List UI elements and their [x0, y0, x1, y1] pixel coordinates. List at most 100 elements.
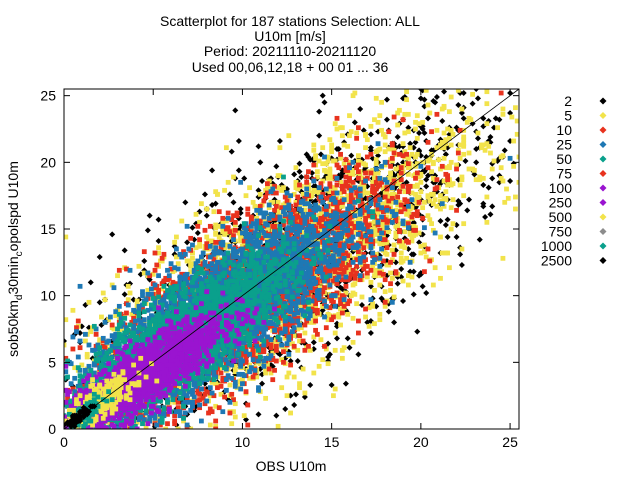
scatter-point-5: [414, 151, 420, 157]
scatter-point-2: [407, 140, 414, 147]
scatter-point-10: [272, 367, 277, 373]
scatter-point-5: [225, 179, 231, 185]
scatter-point-5: [420, 205, 426, 211]
scatter-point-5: [447, 109, 452, 115]
scatter-point-2: [480, 115, 487, 122]
scatter-point-2: [453, 234, 460, 240]
scatter-point-10: [354, 135, 360, 141]
scatter-point-2: [155, 216, 162, 223]
scatter-point-2: [294, 358, 301, 364]
scatter-point-5: [275, 423, 281, 429]
scatter-point-10: [338, 151, 343, 157]
scatter-point-10: [152, 250, 158, 256]
scatter-point-5: [363, 145, 368, 151]
scatter-point-2: [87, 279, 94, 286]
scatter-point-2: [462, 158, 469, 164]
scatter-point-5: [243, 193, 249, 199]
scatter-point-2: [482, 214, 489, 220]
scatter-point-10: [265, 181, 270, 187]
scatter-point-10: [93, 331, 99, 337]
scatter-point-2: [316, 108, 323, 115]
scatter-point-5: [198, 201, 204, 207]
scatter-point-5: [418, 189, 424, 195]
scatter-point-2: [501, 147, 508, 154]
scatter-point-10: [400, 183, 406, 189]
scatter-point-5: [341, 142, 347, 148]
scatter-point-5: [232, 414, 238, 420]
scatter-point-5: [325, 361, 331, 367]
scatter-point-5: [345, 311, 351, 317]
scatter-point-5: [429, 221, 434, 227]
scatter-point-5: [438, 234, 443, 240]
scatter-point-5: [425, 193, 431, 199]
scatter-point-2: [383, 116, 390, 123]
scatter-point-5: [377, 282, 383, 288]
scatter-point-10: [397, 238, 402, 244]
scatter-point-5: [339, 347, 345, 353]
scatter-point-5: [502, 199, 508, 205]
scatter-point-5: [102, 297, 108, 303]
scatter-point-5: [174, 234, 179, 240]
scatter-point-5: [222, 187, 227, 193]
scatter-point-2: [155, 238, 162, 244]
scatter-point-5: [511, 163, 517, 169]
scatter-point-10: [356, 175, 361, 181]
scatter-point-10: [341, 189, 347, 195]
scatter-point-10: [270, 377, 276, 383]
scatter-point-5: [204, 234, 210, 240]
scatter-point-5: [471, 167, 477, 173]
scatter-point-5: [448, 205, 454, 211]
scatter-point-5: [384, 251, 390, 257]
scatter-point-5: [363, 131, 368, 137]
scatter-point-5: [291, 374, 297, 380]
scatter-point-5: [363, 314, 368, 320]
scatter-point-5: [461, 193, 467, 199]
scatter-point-5: [447, 265, 452, 271]
scatter-point-2: [259, 380, 266, 387]
scatter-point-5: [491, 158, 497, 164]
scatter-point-5: [281, 185, 286, 191]
scatter-point-5: [316, 158, 322, 164]
scatter-point-10: [388, 281, 393, 287]
scatter-point-2: [230, 199, 237, 206]
scatter-point-10: [322, 343, 327, 349]
scatter-point-2: [182, 199, 189, 206]
scatter-point-2: [335, 146, 342, 152]
scatter-point-2: [334, 335, 340, 342]
scatter-point-5: [332, 121, 338, 127]
scatter-point-2: [385, 308, 392, 315]
scatter-point-10: [202, 227, 208, 233]
scatter-point-2: [235, 167, 242, 174]
scatter-point-10: [154, 262, 160, 268]
scatter-point-5: [466, 150, 472, 156]
scatter-point-2: [342, 380, 349, 387]
scatter-point-5: [398, 250, 404, 256]
scatter-point-10: [343, 157, 349, 163]
scatter-point-5: [500, 255, 506, 261]
scatter-point-5: [432, 265, 438, 271]
scatter-point-2: [194, 230, 201, 236]
scatter-point-2: [403, 179, 410, 186]
scatter-point-5: [438, 193, 443, 199]
scatter-point-5: [325, 175, 331, 181]
title-line-4: Used 00,06,12,18 + 00 01 ... 36: [192, 59, 389, 75]
scatter-point-2: [444, 216, 451, 223]
scatter-point-5: [434, 127, 440, 133]
data-points: [64, 89, 519, 429]
scatter-point-10: [245, 422, 251, 428]
scatter-point-2: [474, 135, 481, 142]
scatter-point-2: [351, 119, 358, 126]
scatter-point-5: [459, 174, 465, 180]
scatter-point-10: [382, 299, 388, 305]
scatter-point-5: [448, 94, 454, 100]
scatter-point-10: [225, 210, 231, 216]
scatter-point-10: [334, 182, 340, 188]
scatter-point-5: [213, 230, 219, 236]
scatter-point-5: [332, 330, 338, 336]
scatter-point-5: [347, 113, 352, 119]
scatter-point-5: [448, 226, 454, 232]
scatter-point-5: [382, 134, 388, 140]
scatter-point-5: [313, 153, 318, 159]
scatter-point-5: [229, 421, 235, 427]
scatter-point-2: [414, 328, 421, 335]
